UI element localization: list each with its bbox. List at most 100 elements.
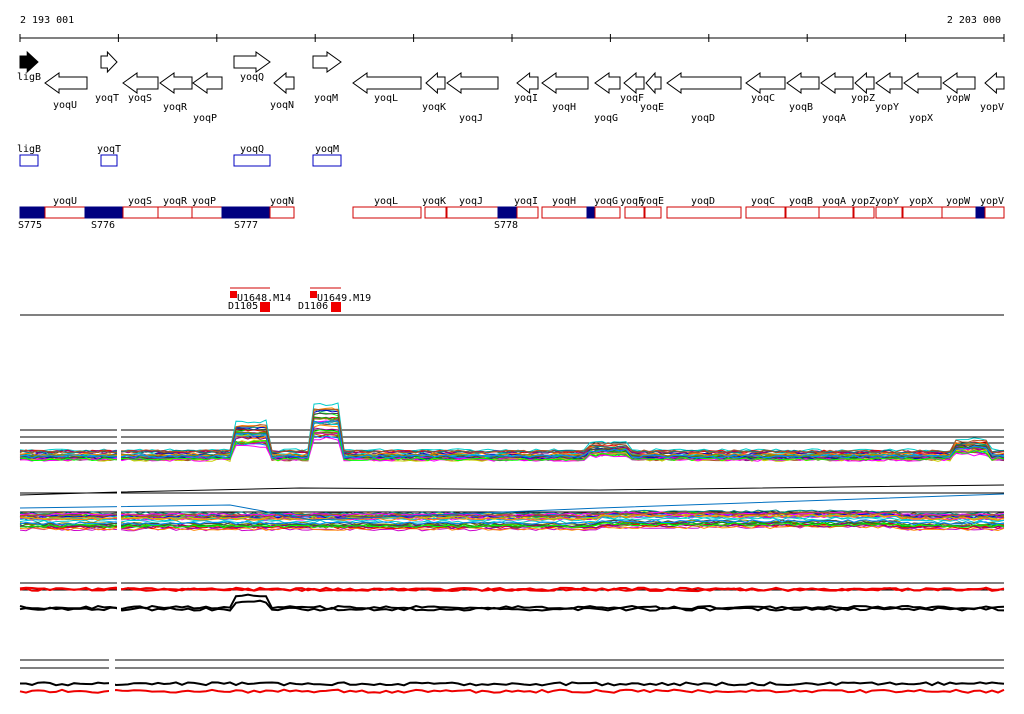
gene-arrow <box>645 71 662 95</box>
gene-arrow <box>159 72 193 94</box>
segment <box>269 206 295 219</box>
segment-label: yoqS <box>128 196 152 207</box>
gene-arrow <box>820 72 854 94</box>
gene-arrow <box>273 71 295 95</box>
gene-label: yoqG <box>594 113 618 124</box>
gene-label: ligB <box>17 72 41 83</box>
site-label: S775 <box>18 220 42 231</box>
segment-label: yopW <box>946 196 971 207</box>
gene-label: yopZ <box>851 93 875 104</box>
segment-label: yoqJ <box>459 196 483 207</box>
segment-label: yoqU <box>53 196 77 207</box>
probe-label: U1648.M14 <box>237 293 291 304</box>
track-line <box>20 429 1005 462</box>
segment <box>122 206 159 219</box>
segment <box>586 206 596 219</box>
gene-arrow <box>786 72 820 94</box>
gene-arrow <box>425 71 446 95</box>
gene-arrow <box>623 71 645 95</box>
segment <box>853 206 875 219</box>
track-line <box>19 522 1005 529</box>
orf-box <box>312 154 342 167</box>
segment <box>975 206 986 219</box>
gene-label: yoqQ <box>240 72 264 83</box>
segment-label: yoqE <box>640 196 664 207</box>
gene-label: yoqM <box>314 93 338 104</box>
segment-label: yopX <box>909 196 933 207</box>
gene-arrow <box>854 71 875 95</box>
segment <box>624 206 645 219</box>
track-line <box>19 408 1005 454</box>
gene-label: yoqN <box>270 100 294 111</box>
gene-arrow <box>594 72 621 94</box>
track-line <box>19 593 1005 611</box>
gene-label: yoqU <box>53 100 77 111</box>
segment-label: yoqP <box>192 196 216 207</box>
segment <box>44 206 86 219</box>
segment <box>644 206 662 219</box>
gene-label: yoqJ <box>459 113 483 124</box>
segment <box>745 206 786 219</box>
segment <box>902 206 943 219</box>
gene-label: yopY <box>875 102 899 113</box>
segment-label: yoqK <box>422 196 446 207</box>
track-line <box>19 513 1005 521</box>
track-line <box>19 599 1005 612</box>
orf-label: ligB <box>17 144 41 155</box>
gene-label: yoqR <box>163 102 188 113</box>
segment-label: yoqA <box>822 196 846 207</box>
track-line <box>19 407 1005 457</box>
gene-arrow <box>312 51 342 73</box>
segment <box>157 206 193 219</box>
segment-label: yoqF <box>620 196 644 207</box>
segment-label: yoqL <box>374 196 398 207</box>
gene-arrow <box>352 72 422 94</box>
gene-arrow <box>942 72 976 94</box>
segment <box>541 206 588 219</box>
segment <box>497 206 518 219</box>
segment <box>594 206 621 219</box>
orf-box <box>233 154 271 167</box>
gene-arrow <box>541 72 589 94</box>
gene-label: yoqT <box>95 93 119 104</box>
segment <box>221 206 271 219</box>
segment <box>941 206 977 219</box>
gene-label: yoqS <box>128 93 152 104</box>
probe-label: D1105 <box>228 301 258 312</box>
gene-label: yopV <box>980 102 1004 113</box>
track-line <box>19 402 1005 453</box>
segment-label: yoqH <box>552 196 576 207</box>
ruler-end: 2 203 000 <box>947 15 1001 26</box>
segment <box>424 206 447 219</box>
gene-label: yoqA <box>822 113 846 124</box>
segment-label: yoqC <box>751 196 775 207</box>
probe-mark <box>331 302 341 312</box>
orf-label: yoqM <box>315 144 339 155</box>
gene-label: yoqL <box>374 93 398 104</box>
segment <box>446 206 499 219</box>
segment <box>516 206 539 219</box>
segment-label: yoqB <box>789 196 813 207</box>
track-gap <box>117 425 121 625</box>
track-line <box>19 420 1005 459</box>
probe-label: U1649.M19 <box>317 293 371 304</box>
gene-label: yoqP <box>193 113 217 124</box>
segment-label: yoqN <box>270 196 294 207</box>
segment <box>19 206 46 219</box>
site-label: S777 <box>234 220 258 231</box>
gene-label: yoqK <box>422 102 446 113</box>
segment <box>84 206 124 219</box>
track-gap <box>109 655 115 705</box>
segment <box>785 206 820 219</box>
track-line <box>19 511 1005 518</box>
segment <box>875 206 903 219</box>
gene-arrow <box>446 72 499 94</box>
gene-label: yopW <box>946 93 971 104</box>
gene-label: yoqI <box>514 93 538 104</box>
orf-box <box>19 154 39 167</box>
probe-mark <box>230 291 237 298</box>
gene-arrow <box>19 50 39 74</box>
segment <box>818 206 854 219</box>
gene-label: yoqC <box>751 93 775 104</box>
segment-label: yoqG <box>594 196 618 207</box>
